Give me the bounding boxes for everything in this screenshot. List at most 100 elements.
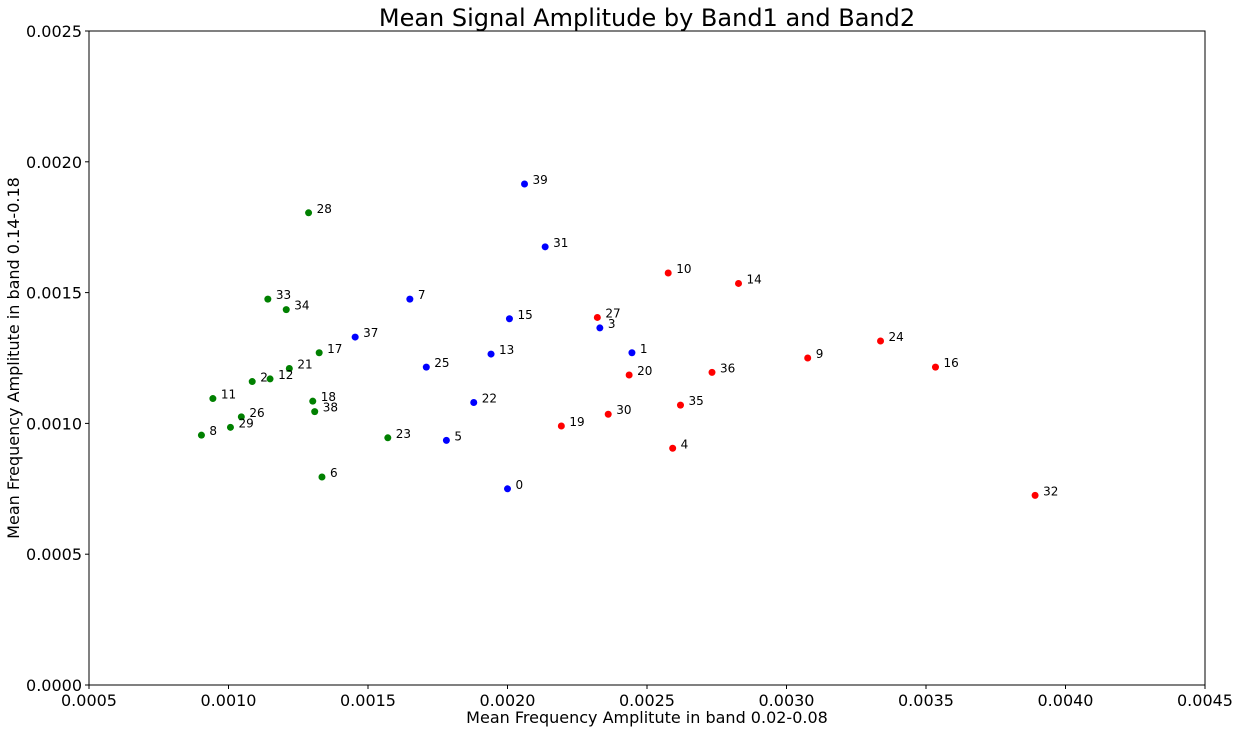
data-point-36 — [708, 368, 716, 376]
data-point-16 — [931, 363, 939, 371]
x-tick-label: 0.0005 — [61, 691, 117, 710]
point-label-16: 16 — [943, 356, 958, 370]
y-tick-label: 0.0005 — [26, 545, 82, 564]
y-axis-label: Mean Frequency Amplitute in band 0.14-0.… — [4, 177, 23, 539]
point-label-5: 5 — [454, 429, 462, 443]
data-point-5 — [442, 436, 450, 444]
data-point-32 — [1031, 491, 1039, 499]
data-point-6 — [318, 473, 326, 481]
point-label-13: 13 — [499, 343, 514, 357]
data-point-19 — [557, 422, 565, 430]
point-label-24: 24 — [889, 330, 904, 344]
y-tick-label: 0.0025 — [26, 22, 82, 41]
point-label-20: 20 — [637, 364, 652, 378]
point-label-0: 0 — [516, 478, 524, 492]
data-point-37 — [351, 333, 359, 341]
data-point-30 — [604, 410, 612, 418]
point-label-23: 23 — [396, 427, 411, 441]
point-label-3: 3 — [608, 317, 616, 331]
data-point-38 — [311, 408, 319, 416]
x-tick-label: 0.0020 — [480, 691, 536, 710]
point-label-4: 4 — [681, 437, 689, 451]
data-point-1 — [628, 349, 636, 357]
x-tick-label: 0.0030 — [759, 691, 815, 710]
point-label-8: 8 — [209, 424, 217, 438]
point-label-14: 14 — [747, 272, 762, 286]
plot-frame — [88, 30, 1206, 686]
point-labels: 0123456789101112131415161718192021222324… — [209, 173, 1058, 498]
point-label-28: 28 — [317, 202, 332, 216]
point-label-36: 36 — [720, 361, 735, 375]
y-tick-label: 0.0010 — [26, 414, 82, 433]
point-label-6: 6 — [330, 466, 338, 480]
data-point-13 — [487, 350, 495, 358]
data-point-33 — [264, 295, 272, 303]
point-label-35: 35 — [688, 394, 703, 408]
point-label-10: 10 — [676, 262, 691, 276]
x-tick-label: 0.0015 — [340, 691, 396, 710]
data-point-23 — [384, 434, 392, 442]
point-label-27: 27 — [605, 306, 620, 320]
data-point-3 — [596, 324, 604, 332]
point-label-11: 11 — [221, 388, 236, 402]
point-label-21: 21 — [297, 357, 312, 371]
data-point-21 — [285, 364, 293, 372]
data-point-20 — [625, 371, 633, 379]
data-point-12 — [266, 375, 274, 383]
x-tick-label: 0.0025 — [619, 691, 675, 710]
point-label-2: 2 — [260, 371, 268, 385]
point-label-15: 15 — [517, 308, 532, 322]
data-points — [197, 180, 1039, 499]
point-label-9: 9 — [816, 347, 824, 361]
data-point-29 — [226, 423, 234, 431]
data-point-9 — [804, 354, 812, 362]
data-point-2 — [248, 378, 256, 386]
y-tick-label: 0.0020 — [26, 153, 82, 172]
data-point-10 — [664, 269, 672, 277]
x-tick-label: 0.0035 — [898, 691, 954, 710]
data-point-25 — [422, 363, 430, 371]
data-point-26 — [237, 413, 245, 421]
point-label-18: 18 — [321, 390, 336, 404]
point-label-30: 30 — [616, 403, 631, 417]
data-point-17 — [315, 349, 323, 357]
data-point-31 — [541, 243, 549, 251]
point-label-33: 33 — [276, 288, 291, 302]
point-label-38: 38 — [323, 401, 338, 415]
point-label-32: 32 — [1043, 484, 1058, 498]
point-label-31: 31 — [553, 236, 568, 250]
chart-title: Mean Signal Amplitude by Band1 and Band2 — [379, 4, 915, 32]
data-point-18 — [309, 397, 317, 405]
x-tick-label: 0.0045 — [1177, 691, 1233, 710]
y-tick-label: 0.0015 — [26, 284, 82, 303]
data-point-7 — [406, 295, 414, 303]
point-label-37: 37 — [363, 326, 378, 340]
point-label-12: 12 — [278, 368, 293, 382]
data-point-14 — [735, 279, 743, 287]
point-label-39: 39 — [533, 173, 548, 187]
data-point-35 — [676, 401, 684, 409]
point-label-25: 25 — [434, 356, 449, 370]
point-label-19: 19 — [569, 415, 584, 429]
point-label-34: 34 — [294, 299, 309, 313]
data-point-28 — [305, 209, 313, 217]
data-point-0 — [504, 485, 511, 493]
data-point-22 — [470, 398, 478, 406]
point-label-26: 26 — [249, 406, 264, 420]
x-tick-label: 0.0040 — [1038, 691, 1094, 710]
point-label-29: 29 — [238, 416, 253, 430]
data-point-4 — [669, 444, 677, 452]
x-axis-label: Mean Frequency Amplitute in band 0.02-0.… — [466, 708, 828, 727]
data-point-15 — [505, 315, 513, 323]
data-point-39 — [521, 180, 529, 188]
point-label-1: 1 — [640, 342, 648, 356]
point-label-22: 22 — [482, 391, 497, 405]
point-label-17: 17 — [327, 342, 342, 356]
point-label-7: 7 — [418, 288, 426, 302]
data-point-24 — [877, 337, 885, 345]
data-point-8 — [197, 431, 205, 439]
data-point-11 — [209, 395, 217, 403]
x-tick-label: 0.0010 — [201, 691, 257, 710]
data-point-27 — [593, 313, 601, 321]
